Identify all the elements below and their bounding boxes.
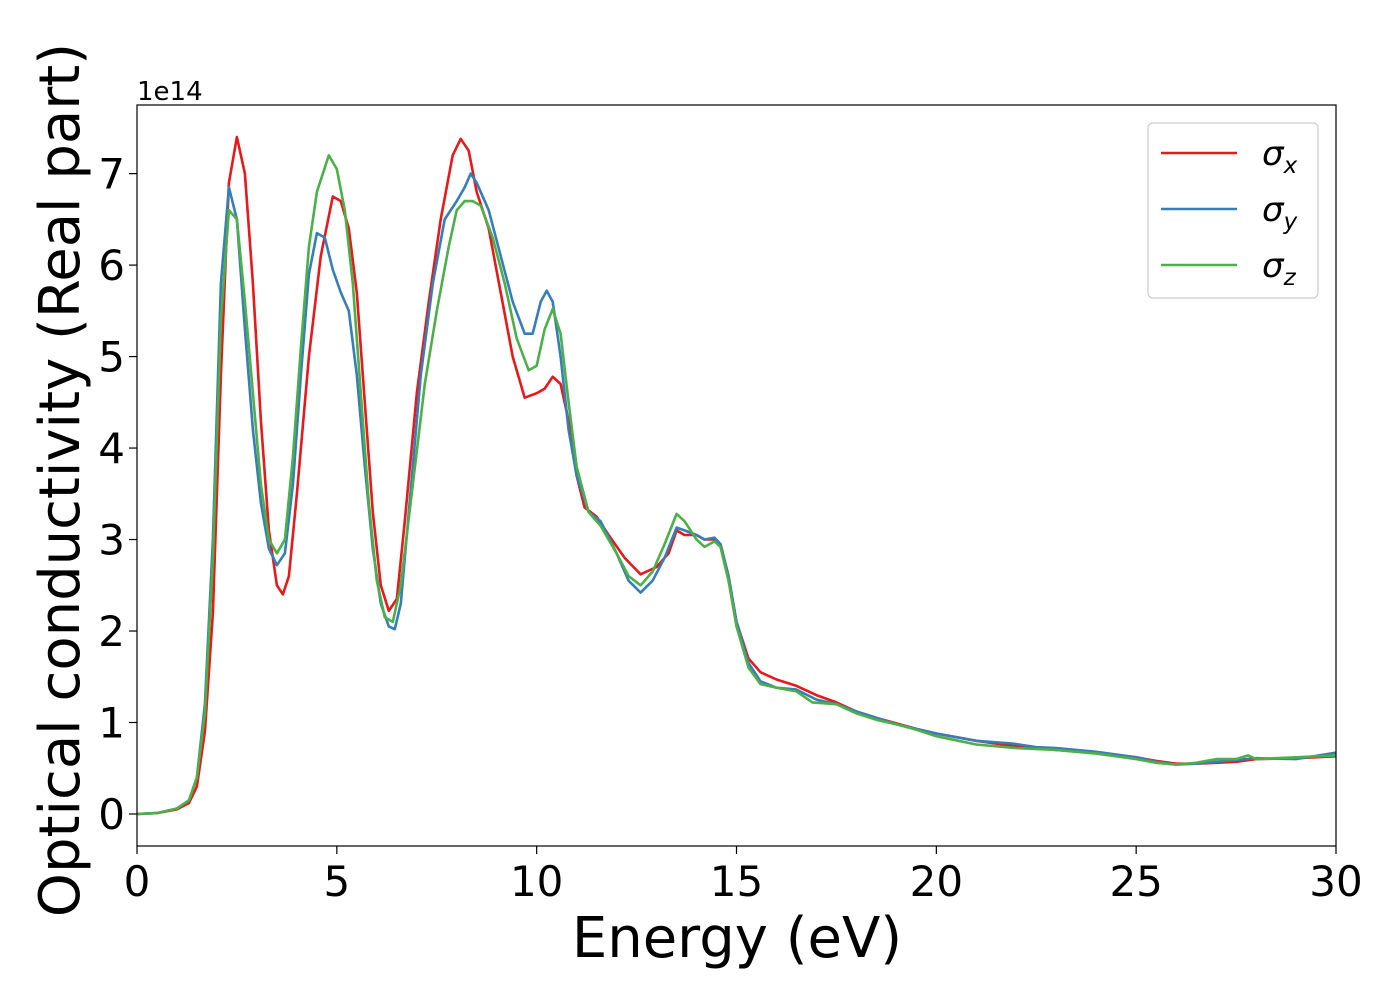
- y-tick-label: 2: [98, 607, 125, 656]
- y-tick-label: 7: [98, 150, 125, 199]
- y-tick-label: 6: [98, 241, 125, 290]
- x-tick-label: 5: [323, 857, 350, 906]
- x-tick-label: 0: [124, 857, 151, 906]
- x-tick-label: 25: [1109, 857, 1162, 906]
- x-axis-title: Energy (eV): [572, 906, 902, 971]
- x-tick-label: 30: [1309, 857, 1362, 906]
- legend-label-sigma-x: σx: [1262, 134, 1298, 179]
- y-offset-text: 1e14: [137, 77, 203, 107]
- series-line-sigma-z: [137, 154, 1336, 816]
- legend-label-sigma-y: σy: [1262, 190, 1298, 235]
- plot-layer: [137, 135, 1336, 816]
- legend-box: [1147, 122, 1319, 299]
- x-tick-label: 15: [710, 857, 763, 906]
- x-tick-label: 10: [510, 857, 563, 906]
- y-tick-label: 0: [98, 790, 125, 839]
- y-tick-label: 4: [98, 424, 125, 473]
- y-axis-title: Optical conductivity (Real part): [28, 43, 93, 917]
- axes-layer: 0 5 10 15 20 25 30 0 1 2 3 4 5 6 7: [98, 104, 1363, 906]
- y-tick-label: 5: [98, 333, 125, 382]
- x-tick-label: 20: [910, 857, 963, 906]
- y-tick-label: 1: [98, 699, 125, 748]
- y-tick-label: 3: [98, 516, 125, 565]
